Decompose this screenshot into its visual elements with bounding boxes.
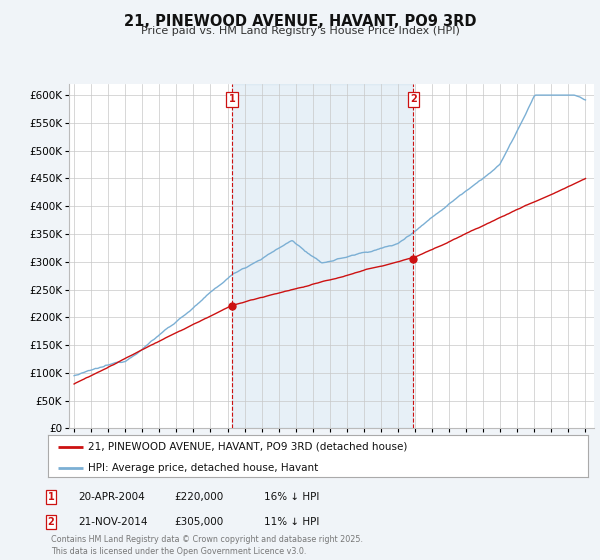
Text: 2: 2 — [410, 94, 416, 104]
Text: £220,000: £220,000 — [174, 492, 223, 502]
Text: £305,000: £305,000 — [174, 517, 223, 527]
Text: 1: 1 — [47, 492, 55, 502]
Text: 16% ↓ HPI: 16% ↓ HPI — [264, 492, 319, 502]
Text: 1: 1 — [229, 94, 236, 104]
Text: 21, PINEWOOD AVENUE, HAVANT, PO9 3RD: 21, PINEWOOD AVENUE, HAVANT, PO9 3RD — [124, 14, 476, 29]
Text: 11% ↓ HPI: 11% ↓ HPI — [264, 517, 319, 527]
Text: 20-APR-2004: 20-APR-2004 — [78, 492, 145, 502]
Bar — [232, 84, 413, 428]
Text: 21-NOV-2014: 21-NOV-2014 — [78, 517, 148, 527]
Text: Price paid vs. HM Land Registry's House Price Index (HPI): Price paid vs. HM Land Registry's House … — [140, 26, 460, 36]
Text: Contains HM Land Registry data © Crown copyright and database right 2025.
This d: Contains HM Land Registry data © Crown c… — [51, 535, 363, 556]
Text: HPI: Average price, detached house, Havant: HPI: Average price, detached house, Hava… — [89, 463, 319, 473]
Text: 2: 2 — [47, 517, 55, 527]
Text: 21, PINEWOOD AVENUE, HAVANT, PO9 3RD (detached house): 21, PINEWOOD AVENUE, HAVANT, PO9 3RD (de… — [89, 442, 408, 452]
